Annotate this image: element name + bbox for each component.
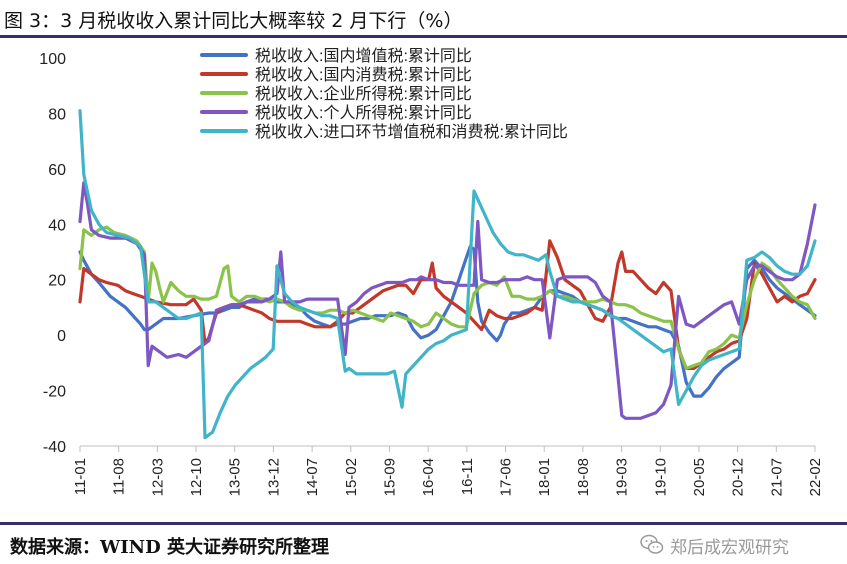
- legend-label-3: 税收收入:企业所得税:累计同比: [255, 85, 472, 103]
- legend-label-5: 税收收入:进口环节增值税和消费税:累计同比: [255, 123, 568, 141]
- x-tick-label: 16-04: [420, 458, 437, 496]
- title-bar: 图 3：3 月税收收入累计同比大概率较 2 月下行（%）: [0, 0, 847, 38]
- x-tick-label: 20-12: [730, 458, 747, 496]
- source-note: 数据来源：WIND 英大证券研究所整理: [10, 537, 329, 558]
- x-tick-label: 14-07: [304, 458, 321, 496]
- x-tick-label: 19-10: [652, 458, 669, 496]
- x-tick-label: 13-05: [227, 458, 244, 496]
- series-line-5: [78, 109, 817, 440]
- x-tick-label: 15-02: [343, 458, 360, 496]
- chart-title: 图 3：3 月税收收入累计同比大概率较 2 月下行（%）: [4, 10, 463, 32]
- watermark: 郑后成宏观研究: [640, 529, 789, 561]
- legend-label-1: 税收收入:国内增值税:累计同比: [255, 47, 472, 65]
- y-tick-label: 60: [48, 162, 66, 179]
- y-tick-label: 100: [39, 51, 66, 68]
- x-tick-label: 18-08: [575, 458, 592, 496]
- line-chart: -40 -20 0 20 40 60 80 100 11-01 11-08 12-03 12-10 13…: [39, 47, 824, 496]
- y-tick-label: 0: [57, 328, 66, 345]
- x-tick-label: 12-03: [149, 458, 166, 496]
- x-tick-label: 17-06: [498, 458, 515, 496]
- x-tick-label: 11-08: [111, 458, 128, 495]
- x-tick-label: 18-01: [536, 458, 553, 496]
- series-line-4: [78, 181, 817, 420]
- x-tick-label: 12-10: [188, 458, 205, 496]
- x-tick-label: 21-07: [768, 458, 785, 496]
- y-tick-label: -40: [43, 439, 66, 456]
- x-tick-label: 13-12: [265, 458, 282, 496]
- y-tick-label: -20: [43, 384, 66, 401]
- series-line-3: [78, 225, 817, 370]
- y-tick-label: 80: [48, 106, 66, 123]
- x-tick-label: 16-11: [459, 458, 476, 495]
- series-line-2: [78, 239, 817, 370]
- x-tick-label: 15-09: [381, 458, 398, 496]
- legend-label-4: 税收收入:个人所得税:累计同比: [255, 104, 472, 122]
- y-tick-label: 40: [48, 217, 66, 234]
- chart-area: -40 -20 0 20 40 60 80 100 11-01 11-08 12-03 12-10 13…: [0, 38, 847, 518]
- watermark-text: 郑后成宏观研究: [670, 537, 789, 558]
- series-line-1: [78, 244, 817, 398]
- footer-bar: 数据来源：WIND 英大证券研究所整理 郑后成宏观研究: [0, 522, 847, 564]
- wechat-icon: [640, 534, 664, 554]
- x-tick-label: 11-01: [72, 458, 89, 495]
- x-tick-label: 20-05: [691, 458, 708, 496]
- x-tick-label: 19-03: [614, 458, 631, 496]
- y-tick-label: 20: [48, 273, 66, 290]
- legend-label-2: 税收收入:国内消费税:累计同比: [255, 66, 472, 84]
- x-tick-label: 22-02: [807, 458, 824, 496]
